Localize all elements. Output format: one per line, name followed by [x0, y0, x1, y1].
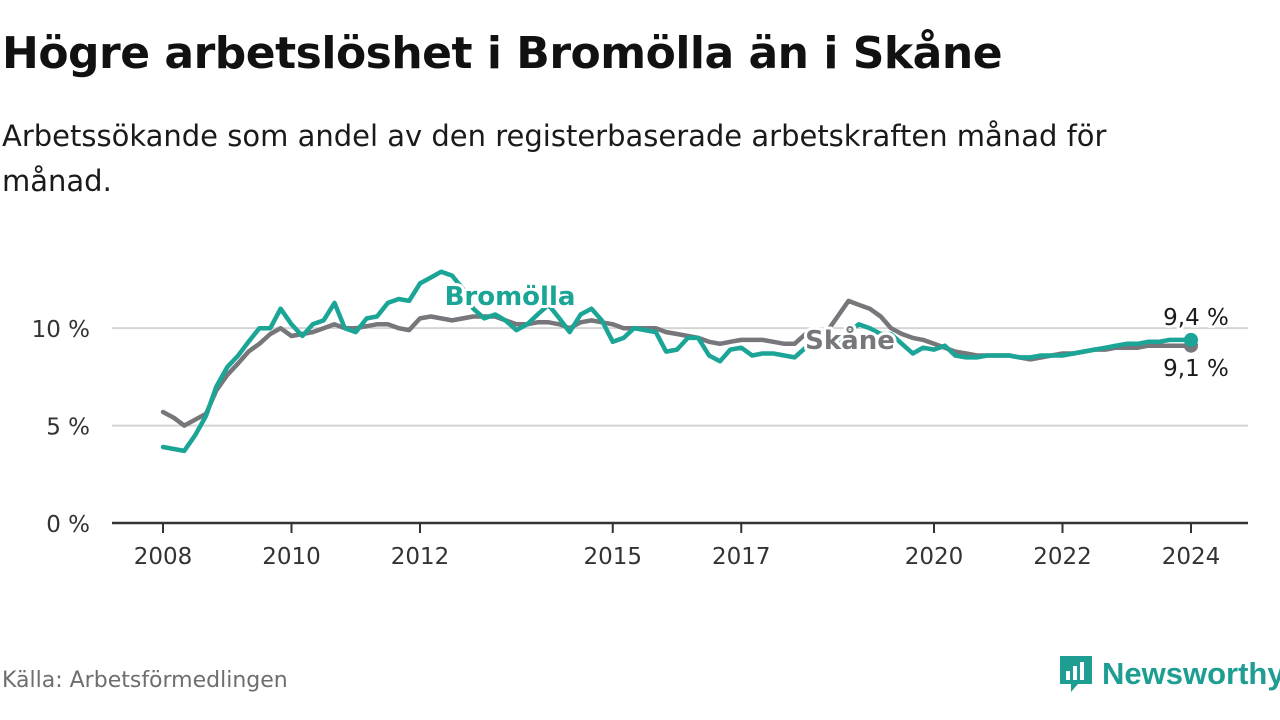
- newsworthy-logo-icon: [1060, 656, 1092, 692]
- series-line-skane: [160, 298, 1194, 428]
- x-tick-label: 2020: [905, 544, 964, 570]
- source-note: Källa: Arbetsförmedlingen: [2, 668, 288, 693]
- x-tick-label: 2024: [1162, 544, 1221, 570]
- axes: 0 % 5 % 10 % 2008 2010 2012 2015 2017 2020 2022 20…: [32, 317, 1248, 570]
- end-value-label-skane: 9,1 %: [1163, 356, 1229, 382]
- brand-name: Newsworthy: [1102, 656, 1280, 691]
- chart-title: Högre arbetslöshet i Bromölla än i Skåne: [2, 28, 1003, 79]
- y-tick-label: 5 %: [46, 415, 90, 441]
- x-tick-label: 2022: [1033, 544, 1092, 570]
- x-tick-label: 2010: [262, 544, 321, 570]
- series-label-skane: Skåne: [805, 324, 895, 356]
- newsworthy-brand[interactable]: Newsworthy: [1058, 652, 1280, 696]
- x-tick-label: 2015: [583, 544, 642, 570]
- chart-subtitle: Arbetssökande som andel av den registerb…: [2, 119, 1107, 198]
- x-tick-label: 2017: [712, 544, 771, 570]
- end-value-label-bromolla: 9,4 %: [1163, 305, 1229, 331]
- series-labels: Bromölla Skåne 9,4 % 9,1 %: [442, 279, 1232, 385]
- y-tick-label: 0 %: [46, 512, 90, 538]
- grid-lines: [112, 327, 1248, 427]
- series-label-bromolla: Bromölla: [445, 282, 576, 312]
- x-tick-label: 2008: [134, 544, 193, 570]
- x-tick-label: 2012: [391, 544, 450, 570]
- y-tick-label: 10 %: [32, 317, 90, 343]
- series-line-bromolla: [160, 269, 1194, 454]
- series-lines: [160, 269, 1198, 454]
- end-point-bromolla: [1184, 332, 1198, 347]
